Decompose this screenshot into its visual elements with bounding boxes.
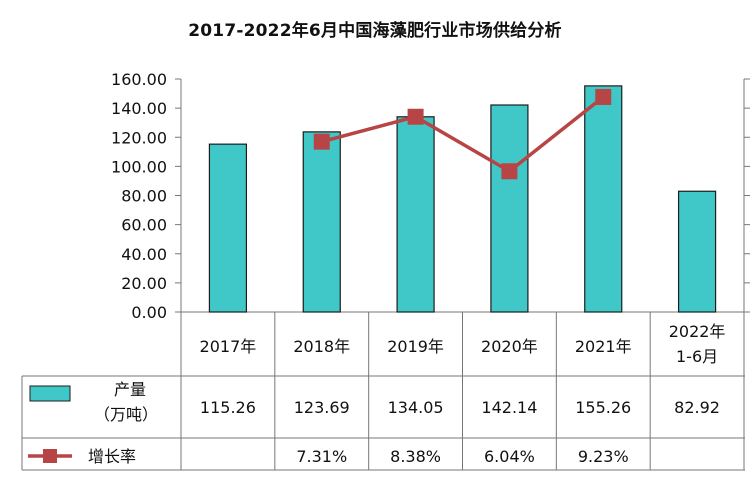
bar xyxy=(677,190,717,313)
x-tick-label: 2020年 xyxy=(481,337,538,356)
y-tick-label: 60.00 xyxy=(121,216,167,235)
legend-series-name: 产量 xyxy=(114,380,146,399)
x-tick-label: 1-6月 xyxy=(676,347,718,366)
x-tick-label: 2022年 xyxy=(669,322,726,341)
data-table-value: 8.38% xyxy=(390,447,441,466)
y-tick-label: 40.00 xyxy=(121,245,167,264)
y-tick-label: 120.00 xyxy=(111,128,167,147)
chart-title: 2017-2022年6月中国海藻肥行业市场供给分析 xyxy=(188,21,562,41)
x-tick-label: 2018年 xyxy=(293,337,350,356)
line-layer xyxy=(313,88,612,180)
legend-series-name: 增长率 xyxy=(88,447,136,466)
x-tick-label: 2021年 xyxy=(575,337,632,356)
bars-layer xyxy=(208,85,717,313)
y-tick-label: 160.00 xyxy=(111,70,167,89)
x-tick-label: 2017年 xyxy=(200,337,257,356)
data-table-value: 115.26 xyxy=(200,398,256,417)
y-tick-label: 140.00 xyxy=(111,99,167,118)
legend-line-marker xyxy=(43,449,57,463)
line-marker xyxy=(595,88,612,105)
line-marker xyxy=(407,108,424,125)
bar xyxy=(208,143,248,313)
x-tick-label: 2019年 xyxy=(387,337,444,356)
bar xyxy=(490,104,529,313)
legend-bar-swatch xyxy=(29,385,71,402)
legend-series-name: （万吨） xyxy=(94,405,158,424)
y-tick-label: 20.00 xyxy=(121,274,167,293)
bar xyxy=(396,116,435,313)
data-table-value: 134.05 xyxy=(388,398,444,417)
data-table-value: 155.26 xyxy=(575,398,631,417)
growth-rate-line xyxy=(321,95,605,174)
line-marker xyxy=(313,133,330,150)
y-tick-label: 80.00 xyxy=(121,187,167,206)
bar xyxy=(584,85,623,313)
line-marker xyxy=(501,163,518,180)
y-tick-label: 0.00 xyxy=(131,303,167,322)
axes-layer: 0.00 20.00 40.00 60.00 80.00 100.00 120.00 140.… xyxy=(111,70,750,322)
y-tick-label: 100.00 xyxy=(111,157,167,176)
data-table-value: 82.92 xyxy=(674,398,720,417)
data-table-value: 6.04% xyxy=(484,447,535,466)
data-table-value: 7.31% xyxy=(296,447,347,466)
data-table-value: 9.23% xyxy=(578,447,629,466)
data-table-value: 142.14 xyxy=(481,398,537,417)
bar xyxy=(302,131,341,313)
data-table-value: 123.69 xyxy=(294,398,350,417)
